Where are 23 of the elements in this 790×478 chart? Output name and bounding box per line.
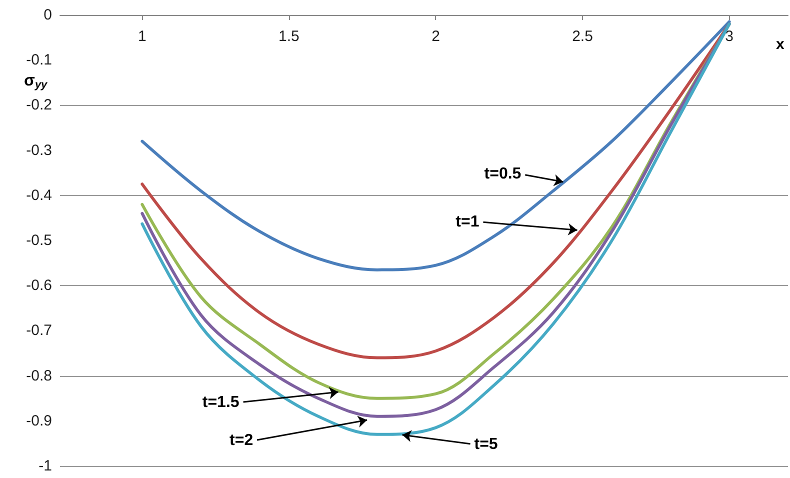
- annotation: t=1: [456, 213, 480, 230]
- x-tick-label: 1: [138, 28, 146, 45]
- y-tick-label: -0.6: [26, 277, 52, 294]
- y-tick-label: -0.9: [26, 412, 52, 430]
- y-tick-label: -0.8: [26, 367, 52, 384]
- annotation: t=1.5: [202, 394, 240, 411]
- x-tick-label: 3: [725, 28, 734, 45]
- y-tick-label: -0.5: [26, 232, 52, 249]
- y-tick-label: -0.3: [26, 142, 52, 159]
- x-tick-label: 1.5: [278, 28, 300, 45]
- annotation: t=5: [474, 436, 498, 453]
- x-axis-title: x: [776, 36, 785, 53]
- x-tick-label: 2.5: [572, 28, 593, 45]
- y-tick-label: -0.7: [26, 322, 52, 340]
- y-tick-label: -0.1: [26, 52, 52, 69]
- line-series: [140, 20, 731, 272]
- y-tick-label: -1: [38, 458, 52, 474]
- x-tick-label: 2: [432, 28, 440, 45]
- y-tick-label: -0.4: [26, 186, 52, 204]
- y-tick-label: -0.2: [26, 96, 52, 114]
- y-tick-label: 0: [44, 6, 52, 24]
- annotation: t=0.5: [484, 166, 522, 183]
- annotation: t=2: [230, 432, 254, 450]
